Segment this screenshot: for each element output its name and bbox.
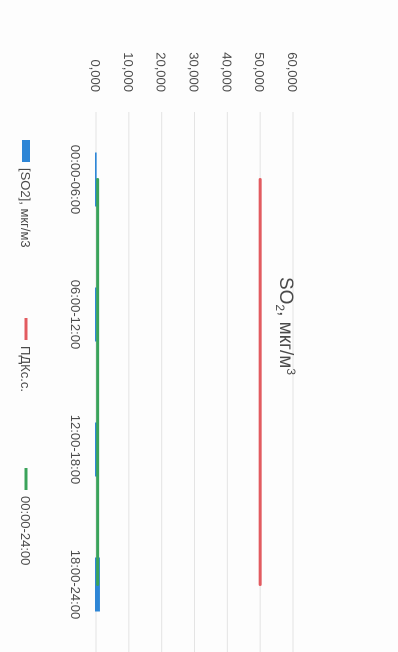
chart-title: SO2, мкг/м3 (273, 277, 298, 375)
y-tick-label: 60,000 (285, 52, 300, 92)
legend: [SO2], мкг/м3 ПДКс.с. 00:00-24:00 (18, 140, 33, 565)
legend-swatch (22, 140, 30, 162)
x-tick-label: 06:00-12:00 (68, 280, 83, 349)
title-superscript: 3 (284, 368, 298, 375)
legend-label: ПДКс.с. (18, 346, 33, 392)
x-tick-label: 18:00-24:00 (68, 550, 83, 619)
svg-text:SO2, мкг/м3: SO2, мкг/м3 (273, 277, 298, 375)
y-tick-label: 50,000 (252, 52, 267, 92)
title-rest: , мкг/м (275, 311, 296, 368)
x-tick-label: 12:00-18:00 (68, 415, 83, 484)
legend-label: [SO2], мкг/м3 (18, 168, 33, 248)
gridlines (95, 112, 294, 652)
legend-label: 00:00-24:00 (18, 496, 33, 565)
title-main: SO (275, 277, 296, 304)
so2-bar (95, 287, 97, 342)
x-tick-label: 00:00-06:00 (68, 145, 83, 214)
y-tick-label: 10,000 (121, 52, 136, 92)
series-lines (96, 178, 262, 586)
y-tick-label: 20,000 (154, 52, 169, 92)
y-tick-label: 40,000 (219, 52, 234, 92)
y-tick-label: 0,000 (88, 59, 103, 92)
y-axis-ticks: 0,000 10,000 20,000 30,000 40,000 50,000 60,00… (88, 52, 300, 92)
x-axis-ticks: 00:00-06:00 06:00-12:00 12:00-18:00 18:00-2… (68, 145, 83, 619)
title-subscript: 2 (273, 304, 287, 311)
y-tick-label: 30,000 (187, 52, 202, 92)
